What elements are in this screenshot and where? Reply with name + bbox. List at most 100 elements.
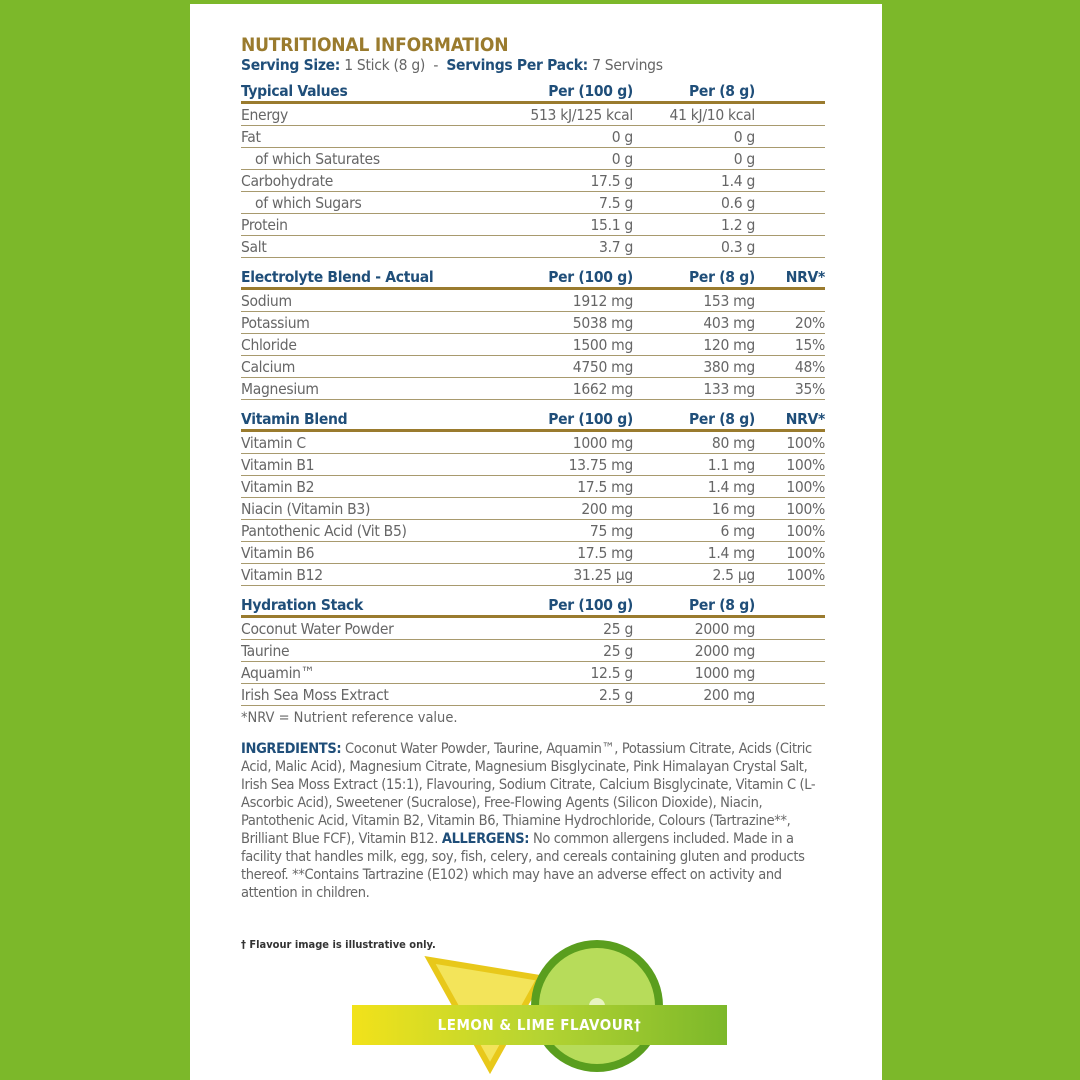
table-row: Vitamin B2 17.5 mg 1.4 mg 100%: [241, 476, 825, 498]
nutrition-section: Vitamin Blend Per (100 g) Per (8 g) NRV* Vit…: [241, 408, 825, 586]
per-serving-cell: 1.4 mg: [707, 544, 756, 562]
per-100g-cell: 17.5 mg: [577, 544, 633, 562]
table-row: Pantothenic Acid (Vit B5) 75 mg 6 mg 100%: [241, 520, 825, 542]
table-row: Energy 513 kJ/125 kcal 41 kJ/10 kcal: [241, 104, 825, 126]
per-serving-cell: 1.4 mg: [707, 478, 756, 496]
table-row: Carbohydrate 17.5 g 1.4 g: [241, 170, 825, 192]
per-serving-cell: 2000 mg: [694, 642, 756, 660]
table-row: Vitamin C 1000 mg 80 mg 100%: [241, 432, 825, 454]
per-serving-cell: 120 mg: [703, 336, 755, 354]
label-cell: Vitamin C: [241, 434, 306, 452]
table-row: Calcium 4750 mg 380 mg 48%: [241, 356, 825, 378]
per-100g-cell: 1000 mg: [572, 434, 634, 452]
label-cell: Vitamin B2: [241, 478, 315, 496]
label-cell: of which Saturates: [255, 150, 380, 168]
per-serving-cell: 2000 mg: [694, 620, 756, 638]
per-100g-cell: 1662 mg: [572, 380, 634, 398]
per-100g-cell: 12.5 g: [590, 664, 633, 682]
table-row: Vitamin B1 13.75 mg 1.1 mg 100%: [241, 454, 825, 476]
table-row: of which Sugars 7.5 g 0.6 g: [241, 192, 825, 214]
per-100g-cell: Per (100 g): [548, 82, 633, 100]
table-header: Vitamin Blend Per (100 g) Per (8 g) NRV*: [241, 408, 825, 432]
table-header: Electrolyte Blend - Actual Per (100 g) Per…: [241, 266, 825, 290]
per-100g-cell: 17.5 mg: [577, 478, 633, 496]
per-100g-cell: 4750 mg: [572, 358, 634, 376]
nrv-cell: NRV*: [785, 410, 826, 428]
per-serving-cell: 0 g: [733, 150, 756, 168]
per-100g-cell: 1500 mg: [572, 336, 634, 354]
table-row: Potassium 5038 mg 403 mg 20%: [241, 312, 825, 334]
per-100g-cell: 0 g: [611, 128, 634, 146]
table-row: Sodium 1912 mg 153 mg: [241, 290, 825, 312]
per-serving-cell: 153 mg: [703, 292, 755, 310]
label-cell: Vitamin B12: [241, 566, 323, 584]
label-cell: Chloride: [241, 336, 297, 354]
per-serving-cell: Per (8 g): [689, 410, 755, 428]
label-cell: Vitamin B6: [241, 544, 315, 562]
per-100g-cell: 7.5 g: [599, 194, 633, 212]
label-cell: Aquamin™: [241, 664, 315, 682]
per-100g-cell: 200 mg: [581, 500, 633, 518]
per-100g-cell: 31.25 µg: [573, 566, 633, 584]
label-cell: Magnesium: [241, 380, 319, 398]
per-serving-cell: 6 mg: [720, 522, 755, 540]
per-100g-cell: 25 g: [603, 642, 633, 660]
label-cell: Energy: [241, 106, 288, 124]
per-100g-cell: 25 g: [603, 620, 633, 638]
per-serving-cell: Per (8 g): [689, 596, 755, 614]
per-serving-cell: 0.6 g: [721, 194, 755, 212]
per-100g-cell: Per (100 g): [548, 268, 633, 286]
per-serving-cell: Per (8 g): [689, 82, 755, 100]
per-100g-cell: 3.7 g: [599, 238, 633, 256]
per-100g-cell: 2.5 g: [599, 686, 633, 704]
serving-info: Serving Size: 1 Stick (8 g) - Servings P…: [241, 56, 663, 74]
table-row: Niacin (Vitamin B3) 200 mg 16 mg 100%: [241, 498, 825, 520]
table-header: Hydration Stack Per (100 g) Per (8 g): [241, 594, 825, 618]
nutrition-tables: Typical Values Per (100 g) Per (8 g) Energy…: [241, 80, 825, 706]
nrv-cell: 15%: [794, 336, 825, 354]
ingredients-text: INGREDIENTS: Coconut Water Powder, Tauri…: [241, 741, 816, 901]
label-cell: Calcium: [241, 358, 296, 376]
per-serving-cell: 200 mg: [703, 686, 755, 704]
per-serving-cell: 41 kJ/10 kcal: [669, 106, 756, 124]
label-cell: Niacin (Vitamin B3): [241, 500, 371, 518]
per-serving-cell: Per (8 g): [689, 268, 755, 286]
nrv-cell: 20%: [794, 314, 825, 332]
label-cell: Taurine: [241, 642, 290, 660]
table-row: Fat 0 g 0 g: [241, 126, 825, 148]
per-100g-cell: 0 g: [611, 150, 634, 168]
per-serving-cell: 0 g: [733, 128, 756, 146]
per-serving-cell: 2.5 µg: [712, 566, 755, 584]
label-cell: Typical Values: [241, 82, 348, 100]
nrv-cell: 100%: [786, 566, 825, 584]
label-cell: Vitamin Blend: [241, 410, 348, 428]
table-row: Coconut Water Powder 25 g 2000 mg: [241, 618, 825, 640]
label-cell: Sodium: [241, 292, 292, 310]
label-cell: Pantothenic Acid (Vit B5): [241, 522, 407, 540]
nutrition-section: Typical Values Per (100 g) Per (8 g) Energy…: [241, 80, 825, 258]
nrv-cell: 100%: [786, 500, 825, 518]
per-100g-cell: 17.5 g: [590, 172, 633, 190]
per-100g-cell: 513 kJ/125 kcal: [530, 106, 633, 124]
per-serving-cell: 1.4 g: [721, 172, 755, 190]
nutrition-section: Hydration Stack Per (100 g) Per (8 g) Cocon…: [241, 594, 825, 706]
per-serving-cell: 133 mg: [703, 380, 755, 398]
per-serving-cell: 16 mg: [711, 500, 755, 518]
nutrition-panel: NUTRITIONAL INFORMATION Serving Size: 1 …: [190, 4, 882, 1080]
flavour-note: † Flavour image is illustrative only.: [241, 938, 436, 951]
per-serving-cell: 1.2 g: [721, 216, 755, 234]
flavour-banner: LEMON & LIME FLAVOUR†: [352, 1005, 727, 1045]
table-row: Protein 15.1 g 1.2 g: [241, 214, 825, 236]
per-100g-cell: Per (100 g): [548, 596, 633, 614]
per-100g-cell: Per (100 g): [548, 410, 633, 428]
per-serving-cell: 1.1 mg: [707, 456, 756, 474]
table-row: Salt 3.7 g 0.3 g: [241, 236, 825, 258]
page-title: NUTRITIONAL INFORMATION: [241, 34, 509, 56]
nrv-cell: NRV*: [785, 268, 826, 286]
table-header: Typical Values Per (100 g) Per (8 g): [241, 80, 825, 104]
nrv-cell: 100%: [786, 478, 825, 496]
label-cell: Protein: [241, 216, 288, 234]
per-serving-cell: 0.3 g: [721, 238, 755, 256]
per-100g-cell: 5038 mg: [572, 314, 634, 332]
label-cell: Potassium: [241, 314, 310, 332]
